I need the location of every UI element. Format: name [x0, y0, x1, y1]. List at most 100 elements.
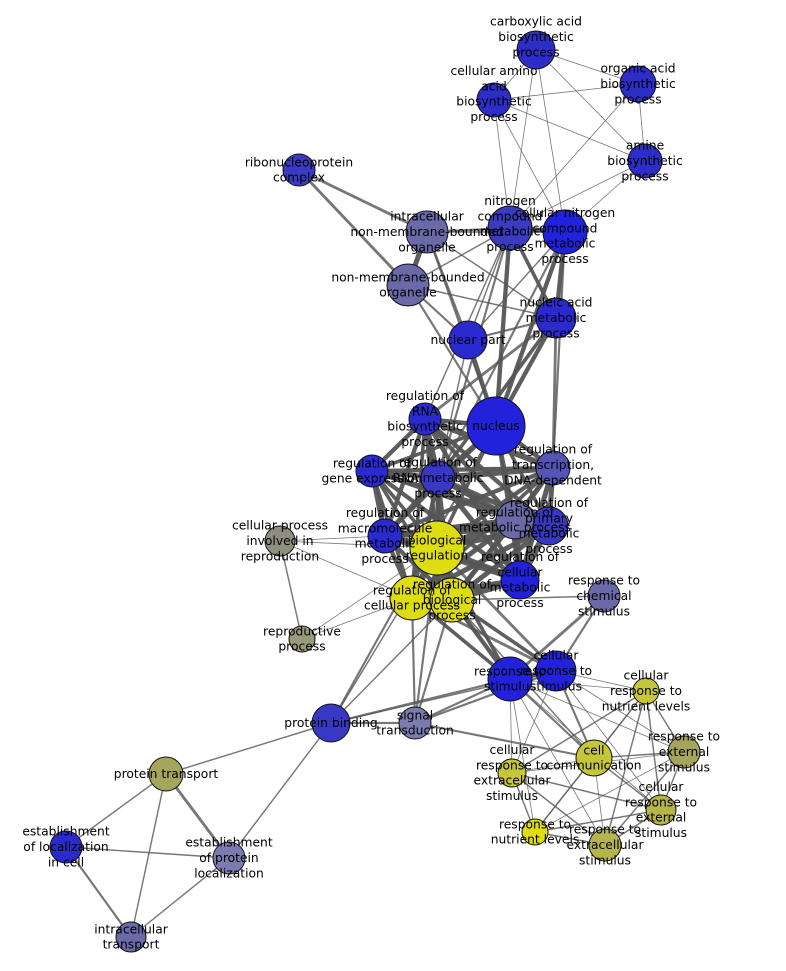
graph-node-label: cellular amino acid biosynthetic process [450, 64, 537, 124]
graph-node-cell-communication[interactable] [575, 739, 613, 777]
graph-node-intracellular-non-membrane-bounded-organelle[interactable] [405, 210, 449, 254]
graph-edge [451, 595, 605, 601]
graph-edge [64, 845, 133, 939]
graph-node-label: regulation of cellular process [364, 583, 460, 612]
graph-node-label: establishment of protein localization [185, 835, 273, 880]
graph-node-cellular-response-to-stimulus[interactable] [535, 650, 577, 692]
graph-edge [509, 678, 685, 753]
graph-node-response-to-stimulus[interactable] [487, 656, 533, 702]
graph-node-organic-acid-biosynthetic-process[interactable] [619, 65, 657, 103]
graph-edge [382, 416, 428, 539]
graph-node-label: cellular process involved in reproduction [232, 518, 328, 563]
graph-node-intracellular-transport[interactable] [115, 921, 147, 953]
graph-node-regulation-of-gene-expression[interactable] [355, 454, 389, 488]
graph-node-carboxylic-acid-biosynthetic-process[interactable] [516, 30, 556, 70]
graph-node-response-to-external-stimulus[interactable] [667, 735, 701, 769]
graph-node-cellular-process-involved-in-reproduction[interactable] [264, 525, 296, 557]
graph-edge [435, 546, 558, 673]
graph-node-label: amine biosynthetic process [607, 138, 682, 183]
graph-edge [535, 49, 566, 233]
graph-node-biological-regulation[interactable] [409, 520, 465, 576]
graph-node-label: intracellular transport [94, 922, 169, 951]
graph-node-label: nucleus [472, 419, 520, 433]
graph-node-regulation-of-macromolecule-metabolic-process[interactable] [367, 518, 403, 554]
graph-edge [410, 417, 427, 600]
graph-node-cellular-amino-acid-biosynthetic-process[interactable] [476, 82, 512, 118]
graph-node-label: response to external stimulus [648, 729, 720, 774]
graph-node-label: response to nutrient levels [491, 817, 580, 846]
graph-node-label: nucleic acid metabolic process [520, 295, 593, 340]
graph-edge [604, 690, 647, 846]
graph-node-label: intracellular non-membrane-bounded organel… [350, 209, 503, 254]
graph-edge [535, 49, 646, 162]
graph-edge [279, 535, 386, 542]
graph-node-response-to-extracellular-stimulus[interactable] [588, 828, 622, 862]
graph-edge [509, 678, 606, 846]
graph-node-label: cellular response to external stimulus [625, 780, 697, 840]
graph-node-label: regulation of primary metabolic process [510, 496, 589, 556]
graph-node-label: reproductive process [263, 624, 341, 653]
graph-node-label: regulation of transcription, DNA-dependent [504, 442, 602, 487]
graph-node-label: non-membrane-bounded organelle [331, 270, 484, 299]
graph-edge [330, 599, 453, 724]
graph-edge [330, 547, 438, 724]
graph-node-nuclear-part[interactable] [448, 320, 488, 360]
graph-edge [329, 424, 498, 725]
graph-edge [436, 230, 567, 480]
graph-node-regulation-of-metabolic-process[interactable] [495, 500, 535, 540]
graph-node-label: signal transduction [376, 708, 454, 737]
graph-edge [509, 49, 537, 229]
graph-node-label: carboxylic acid biosynthetic process [490, 14, 582, 59]
graph-edge [534, 809, 662, 833]
graph-node-response-to-nutrient-levels[interactable] [521, 818, 549, 846]
graph-node-label: regulation of cellular metabolic process [481, 550, 560, 610]
graph-edge [493, 99, 566, 233]
labels-layer: carboxylic acid biosynthetic process organi… [22, 14, 720, 951]
graph-node-cellular-response-to-nutrient-levels[interactable] [632, 677, 660, 705]
graph-edge [467, 231, 566, 341]
graph-node-label: organic acid biosynthetic process [600, 61, 675, 106]
graph-node-regulation-of-transcription-dna-dependent[interactable] [535, 450, 571, 486]
graph-node-nucleus[interactable] [466, 396, 526, 456]
graph-node-label: cellular nitrogen compound metabolic proces… [515, 206, 615, 266]
graph-node-protein-transport[interactable] [148, 756, 184, 792]
graph-node-regulation-of-rna-biosynthetic-process[interactable] [408, 402, 442, 436]
graph-node-label: cellular response to nutrient levels [602, 668, 691, 713]
graph-edge [645, 690, 662, 811]
graph-edge [604, 751, 685, 846]
graph-node-cellular-nitrogen-compound-metabolic-process[interactable] [542, 209, 588, 255]
graph-node-response-to-chemical-stimulus[interactable] [587, 579, 621, 613]
graph-node-ribonucleoprotein-complex[interactable] [282, 153, 316, 187]
graph-edge [65, 846, 230, 859]
graph-node-label: establishment of localization in cell [22, 824, 110, 869]
graph-node-label: regulation of macromolecule metabolic proce… [338, 506, 433, 566]
graph-edge [413, 546, 439, 725]
graph-node-regulation-of-rna-metabolic-process[interactable] [420, 460, 456, 496]
graph-node-label: biological regulation [406, 533, 468, 562]
graph-node-reproductive-process[interactable] [288, 625, 316, 653]
graph-node-amine-biosynthetic-process[interactable] [627, 143, 663, 179]
graph-node-establishment-of-protein-localization[interactable] [212, 841, 246, 875]
graph-node-regulation-of-biological-process[interactable] [429, 577, 475, 623]
graph-node-label: nitrogen compound metabolic process [478, 194, 543, 254]
graph-node-signal-transduction[interactable] [398, 706, 432, 740]
graph-node-regulation-of-cellular-metabolic-process[interactable] [500, 560, 540, 600]
graph-node-label: cellular response to extracellular stimulus [474, 743, 552, 803]
graph-edge [279, 540, 303, 640]
graph-edge [228, 722, 332, 859]
nodes-layer[interactable] [49, 30, 701, 953]
graph-node-label: protein transport [114, 767, 219, 781]
graph-node-cellular-response-to-external-stimulus[interactable] [645, 794, 677, 826]
graph-node-label: cell communication [546, 743, 641, 772]
graph-edge [279, 540, 413, 599]
graph-node-establishment-of-localization-in-cell[interactable] [49, 830, 83, 864]
graph-node-label: ribonucleoprotein complex [245, 155, 353, 184]
graph-node-nucleic-acid-metabolic-process[interactable] [535, 297, 577, 339]
graph-node-nitrogen-compound-metabolic-process[interactable] [487, 205, 533, 251]
graph-node-cellular-response-to-extracellular-stimulus[interactable] [497, 758, 527, 788]
graph-node-non-membrane-bounded-organelle[interactable] [386, 263, 430, 307]
graph-node-label: regulation of metabolic process [459, 505, 571, 534]
graph-node-protein-binding[interactable] [311, 703, 351, 743]
graph-node-label: response to stimulus [474, 664, 546, 693]
